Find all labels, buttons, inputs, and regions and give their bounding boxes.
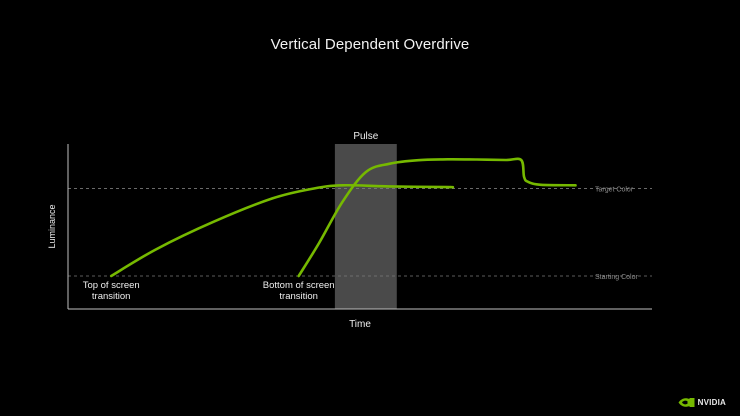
reference-line-label: Starting Color <box>595 274 638 281</box>
x-axis-label: Time <box>349 319 371 330</box>
series-group <box>109 157 577 278</box>
reference-lines: Target Color Starting Color <box>68 187 652 281</box>
nvidia-eye-icon <box>678 398 695 407</box>
nvidia-logo: NVIDIA <box>678 397 726 408</box>
pulse-label: Pulse <box>353 131 378 142</box>
reference-line-label: Target Color <box>595 187 634 194</box>
series-line <box>109 183 455 278</box>
pulse-band <box>334 144 397 309</box>
series-line <box>297 157 577 278</box>
annotations: Top of screen transition Bottom of screen t… <box>83 280 335 302</box>
brand-wordmark: NVIDIA <box>697 398 726 407</box>
annotation-label: Bottom of screen transition <box>263 280 335 302</box>
chart-title: Vertical Dependent Overdrive <box>270 36 470 53</box>
y-axis-label: Luminance <box>47 204 57 248</box>
annotation-label: Top of screen transition <box>83 280 140 302</box>
